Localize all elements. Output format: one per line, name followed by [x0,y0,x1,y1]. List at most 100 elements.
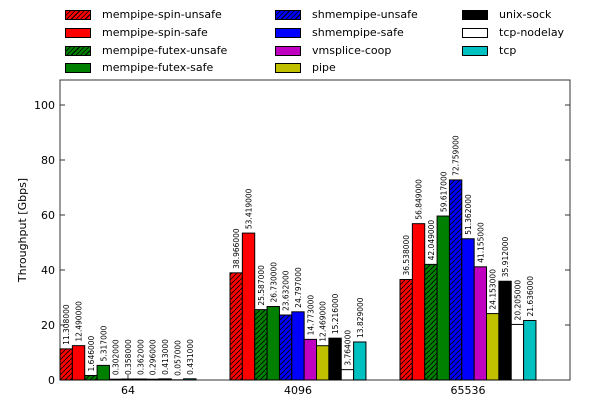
legend-swatch [462,27,488,38]
legend-label: tcp [499,44,517,57]
bar-mempipe-futex-safe [266,305,280,381]
legend-label: tcp-nodelay [499,26,565,39]
legend-item-shmempipe-safe: shmempipe-safe [275,26,404,39]
data-label: 38.966000 [232,228,241,269]
data-label: 36.538000 [402,235,411,276]
data-label: 1.646000 [87,335,96,371]
bar-mempipe-spin-safe [241,232,256,381]
data-label: 53.419000 [245,188,254,229]
data-label: 35.912000 [501,236,510,277]
bar-tcp [353,341,367,381]
data-label: 25.587000 [257,265,266,306]
data-label: 11.308000 [62,304,71,345]
data-label: 24.153000 [489,269,498,310]
legend-item-mempipe-futex-unsafe: mempipe-futex-unsafe [65,44,227,57]
bar-pipe [316,345,330,381]
legend-label: mempipe-spin-safe [102,26,208,39]
data-label: 0.057000 [173,340,182,376]
legend-swatch [65,45,91,56]
data-label: 56.849000 [415,179,424,220]
data-label: 41.155000 [476,222,485,263]
data-label: 0.413000 [161,339,170,375]
legend-item-mempipe-spin-unsafe: mempipe-spin-unsafe [65,8,222,21]
legend-label: shmempipe-safe [312,26,404,39]
data-label: 42.049000 [427,220,436,261]
bar-hatch [84,375,98,380]
data-label: 0.302000 [112,339,121,375]
data-label: 20.205000 [513,280,522,321]
bar-mempipe-futex-safe [96,364,110,381]
legend-swatch [65,9,91,20]
x-tick-label: 65536 [450,384,485,397]
legend-item-unix-sock: unix-sock [462,8,551,21]
x-tick-label: 4096 [284,384,312,397]
legend: mempipe-spin-unsafe mempipe-spin-safe memp… [0,0,600,80]
legend-swatch [275,45,301,56]
bar-hatch [449,179,462,380]
y-tick-label: 0 [48,374,55,387]
bar-hatch [400,279,413,380]
data-label: 12.490000 [75,301,84,342]
legend-item-tcp: tcp [462,44,516,57]
legend-swatch [65,62,91,73]
legend-swatch [462,9,488,20]
data-label: 59.617000 [439,171,448,212]
data-label: 0.358000 [124,339,133,375]
legend-item-vmsplice-coop: vmsplice-coop [275,44,391,57]
bar-mempipe-futex-safe [436,215,450,381]
legend-swatch [462,45,488,56]
y-tick-label: 60 [41,209,55,222]
legend-label: vmsplice-coop [312,44,392,57]
bar-mempipe-spin-safe [71,345,86,381]
bar-vmsplice-coop [133,378,148,381]
bar-unix-sock [498,280,512,381]
legend-swatch [275,62,301,73]
bar-vmsplice-coop [303,338,318,381]
legend-label: mempipe-spin-unsafe [102,8,222,21]
data-label: 26.730000 [269,262,278,303]
bar-unix-sock [158,378,172,381]
bar-tcp [523,320,537,381]
bar-hatch [254,309,268,380]
data-label: 5.317000 [99,325,108,361]
data-label: 0.431000 [186,339,195,375]
bar-shmempipe-safe [461,238,475,381]
legend-item-pipe: pipe [275,61,336,74]
bar-tcp [183,378,197,381]
bar-pipe [146,378,160,381]
data-label: 12.469000 [319,301,328,342]
data-label: 0.362000 [136,339,145,375]
legend-item-shmempipe-unsafe: shmempipe-unsafe [275,8,418,21]
data-label: 3.764000 [343,330,352,366]
legend-item-tcp-nodelay: tcp-nodelay [462,26,564,39]
data-label: 14.773000 [306,295,315,336]
legend-label: unix-sock [499,8,552,21]
legend-swatch [275,27,301,38]
y-tick-label: 20 [41,319,55,332]
legend-swatch [275,9,301,20]
data-label: 0.296000 [149,339,158,375]
y-tick-label: 40 [41,264,55,277]
bar-tcp-nodelay [340,369,355,381]
legend-label: pipe [312,61,336,74]
bar-unix-sock [328,337,342,381]
legend-label: shmempipe-unsafe [312,8,418,21]
bar-tcp-nodelay [510,323,525,381]
bar-hatch [424,264,438,380]
bar-hatch [230,272,243,380]
bar-shmempipe-safe [291,311,305,381]
data-label: 72.759000 [452,135,461,176]
bar-hatch [60,348,73,380]
data-label: 21.636000 [526,276,535,317]
x-tick-label: 64 [121,384,135,397]
legend-swatch [65,27,91,38]
y-axis-label: Throughput [Gbps] [16,178,29,283]
legend-item-mempipe-futex-safe: mempipe-futex-safe [65,61,213,74]
y-tick-label: 100 [34,99,55,112]
legend-item-mempipe-spin-safe: mempipe-spin-safe [65,26,208,39]
bar-hatch [279,315,292,380]
data-label: 13.829000 [356,297,365,338]
bar-shmempipe-safe [121,378,135,381]
bar-pipe [486,313,500,381]
